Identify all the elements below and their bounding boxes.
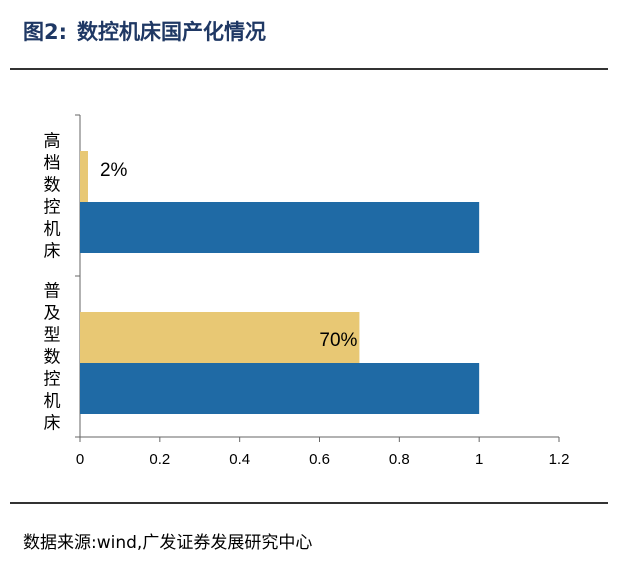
x-tick-label: 0.8 [389, 451, 410, 468]
bottom-divider [10, 502, 608, 504]
y-category-label: 高档数控机床 [44, 132, 61, 262]
x-tick-label: 0.4 [229, 451, 250, 468]
bar-series-0 [80, 151, 88, 202]
source-note: 数据来源:wind,广发证券发展研究中心 [23, 528, 312, 553]
x-tick-label: 0.6 [309, 451, 330, 468]
figure-title-prefix: 图2: [23, 20, 68, 44]
bar-series-1 [80, 363, 480, 414]
x-tick-label: 0.2 [149, 451, 170, 468]
x-tick-label: 0 [76, 451, 84, 468]
source-text: wind,广发证券发展研究中心 [96, 533, 313, 553]
data-label: 2% [100, 160, 128, 181]
y-category-label: 普及型数控机床 [44, 282, 61, 434]
source-prefix: 数据来源: [23, 533, 97, 553]
bar-series-0 [80, 312, 360, 363]
top-divider [10, 68, 608, 70]
data-label: 70% [319, 330, 357, 351]
x-tick-label: 1.2 [549, 451, 570, 468]
bar-series-1 [80, 202, 480, 253]
bar-chart: 0 0.2 0.4 0.6 0.8 1 1.2 2% 高档数控机床 70% 普及型数控机床 [44, 114, 570, 468]
figure-title: 图2: 数控机床国产化情况 [23, 16, 266, 46]
figure-title-text: 数控机床国产化情况 [77, 20, 267, 44]
x-tick-label: 1 [475, 451, 483, 468]
